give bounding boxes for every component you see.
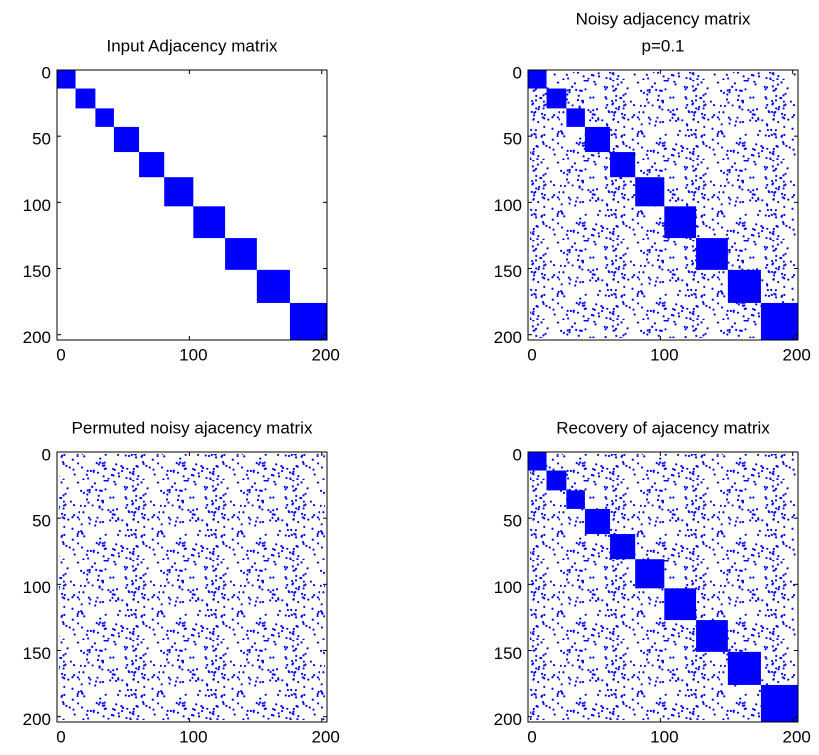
x-tick-label: 200 (312, 727, 340, 746)
block (289, 302, 327, 340)
block (546, 88, 567, 109)
block (760, 302, 798, 340)
block (546, 470, 567, 491)
y-tick-label: 0 (42, 445, 51, 464)
block (727, 651, 761, 685)
axes-frame (56, 451, 328, 723)
block (727, 269, 761, 303)
block (528, 70, 547, 89)
block (139, 152, 165, 178)
block (610, 152, 636, 178)
y-tick-label: 50 (32, 512, 51, 531)
block (193, 206, 226, 239)
y-tick-label: 50 (503, 512, 522, 531)
block (696, 620, 728, 652)
x-tick-label: 100 (650, 727, 678, 746)
y-tick-label: 50 (503, 130, 522, 149)
block (635, 559, 665, 589)
block (584, 126, 611, 153)
y-tick-label: 100 (494, 578, 522, 597)
chart-title: p=0.1 (641, 36, 684, 55)
block (95, 108, 114, 127)
x-tick-label: 200 (783, 345, 811, 364)
y-tick-label: 150 (494, 644, 522, 663)
x-tick-label: 0 (527, 727, 536, 746)
axes-frame (527, 451, 799, 723)
x-tick-label: 0 (56, 727, 65, 746)
block (225, 238, 257, 270)
noise-texture (59, 454, 325, 720)
y-tick-label: 0 (42, 63, 51, 82)
y-tick-label: 150 (23, 644, 51, 663)
x-tick-label: 0 (56, 345, 65, 364)
block (566, 490, 585, 509)
y-tick-label: 100 (494, 196, 522, 215)
x-tick-label: 100 (650, 345, 678, 364)
axes-frame (527, 69, 799, 341)
block (57, 70, 76, 89)
y-tick-label: 100 (23, 196, 51, 215)
block (760, 684, 798, 722)
block (566, 108, 585, 127)
y-tick-label: 200 (494, 710, 522, 729)
y-tick-label: 200 (23, 710, 51, 729)
block (164, 177, 194, 207)
chart-title: Recovery of ajacency matrix (556, 418, 770, 437)
block (528, 452, 547, 471)
y-tick-label: 200 (494, 328, 522, 347)
block (664, 588, 697, 621)
y-tick-label: 100 (23, 578, 51, 597)
block (256, 269, 290, 303)
axes-frame (56, 69, 328, 341)
y-tick-label: 150 (494, 262, 522, 281)
y-tick-label: 50 (32, 130, 51, 149)
x-tick-label: 100 (179, 345, 207, 364)
y-tick-label: 200 (23, 328, 51, 347)
chart-title: Permuted noisy ajacency matrix (72, 418, 313, 437)
block (610, 534, 636, 560)
block (635, 177, 665, 207)
block (696, 238, 728, 270)
y-tick-label: 0 (513, 445, 522, 464)
block (584, 508, 611, 535)
y-tick-label: 150 (23, 262, 51, 281)
block (664, 206, 697, 239)
x-tick-label: 200 (783, 727, 811, 746)
x-tick-label: 200 (312, 345, 340, 364)
chart-title: Noisy adjacency matrix (576, 9, 751, 28)
x-tick-label: 0 (527, 345, 536, 364)
chart-title: Input Adjacency matrix (106, 36, 278, 55)
x-tick-label: 100 (179, 727, 207, 746)
block (75, 88, 96, 109)
y-tick-label: 0 (513, 63, 522, 82)
block (113, 126, 140, 153)
